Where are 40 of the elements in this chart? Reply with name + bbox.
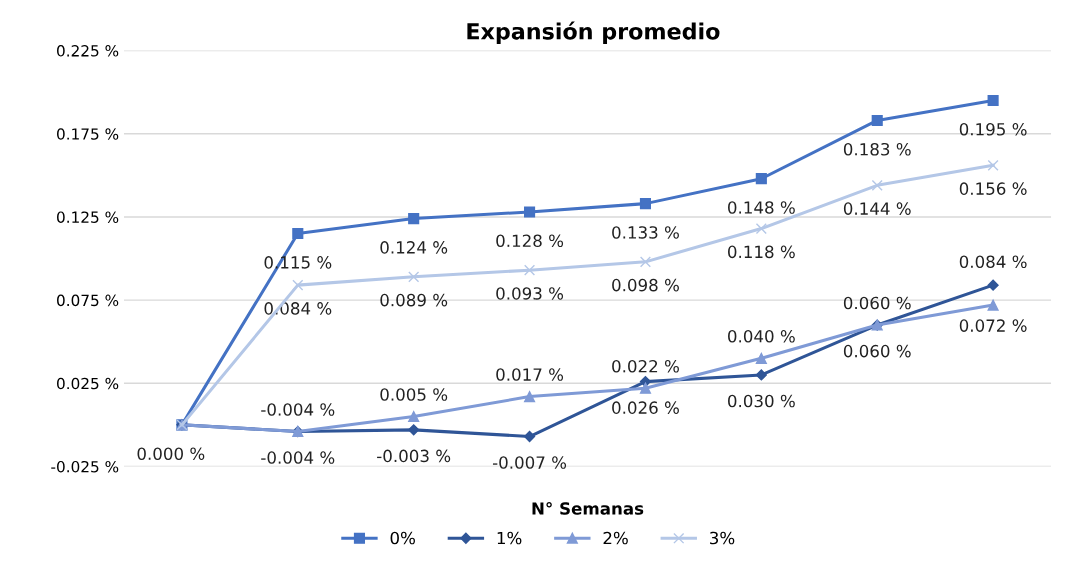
data-label: 0.000 % bbox=[137, 447, 205, 460]
x-axis-title: N° Semanas bbox=[532, 502, 644, 515]
y-tick-label: 0.175 % bbox=[57, 128, 119, 140]
data-label: 0.084 % bbox=[959, 255, 1027, 269]
legend-label: 1% bbox=[497, 531, 522, 545]
chart-title: Expansión promedio bbox=[467, 21, 720, 44]
data-label: -0.004 % bbox=[261, 403, 335, 416]
data-label: 0.030 % bbox=[728, 394, 795, 408]
data-label: 0.040 % bbox=[728, 330, 795, 343]
data-label: 0.084 % bbox=[264, 302, 332, 315]
data-label: -0.007 % bbox=[492, 456, 567, 469]
data-label: 0.128 % bbox=[496, 234, 564, 248]
data-label: 0.093 % bbox=[496, 287, 564, 300]
data-label: 0.133 % bbox=[612, 226, 679, 239]
data-label: 0.089 % bbox=[380, 293, 448, 307]
legend-label: 0% bbox=[390, 531, 415, 545]
data-label: 0.156 % bbox=[959, 182, 1027, 195]
data-label: 0.060 % bbox=[843, 296, 911, 310]
y-tick-label: 0.125 % bbox=[57, 211, 119, 223]
data-label: 0.026 % bbox=[612, 401, 679, 414]
data-label: 0.148 % bbox=[728, 201, 795, 214]
data-label: 0.017 % bbox=[496, 368, 564, 381]
data-label: 0.144 % bbox=[843, 202, 911, 215]
data-label: -0.004 % bbox=[261, 451, 335, 464]
data-label: 0.060 % bbox=[843, 344, 911, 358]
data-label: 0.183 % bbox=[843, 142, 911, 156]
data-label: 0.005 % bbox=[380, 388, 448, 401]
data-label: 0.098 % bbox=[612, 278, 679, 292]
data-label: 0.118 % bbox=[728, 245, 795, 259]
y-tick-label: 0.225 % bbox=[57, 45, 119, 57]
legend-label: 3% bbox=[710, 531, 735, 545]
data-label: -0.003 % bbox=[377, 449, 451, 463]
legend-label: 2% bbox=[603, 531, 628, 545]
y-tick-label: -0.025 % bbox=[51, 460, 119, 473]
data-label: 0.124 % bbox=[380, 241, 448, 254]
data-label: 0.072 % bbox=[959, 319, 1027, 332]
data-label: 0.022 % bbox=[612, 359, 679, 373]
y-tick-label: 0.025 % bbox=[57, 377, 119, 390]
data-label: 0.195 % bbox=[959, 123, 1027, 136]
y-tick-label: 0.075 % bbox=[57, 294, 119, 307]
